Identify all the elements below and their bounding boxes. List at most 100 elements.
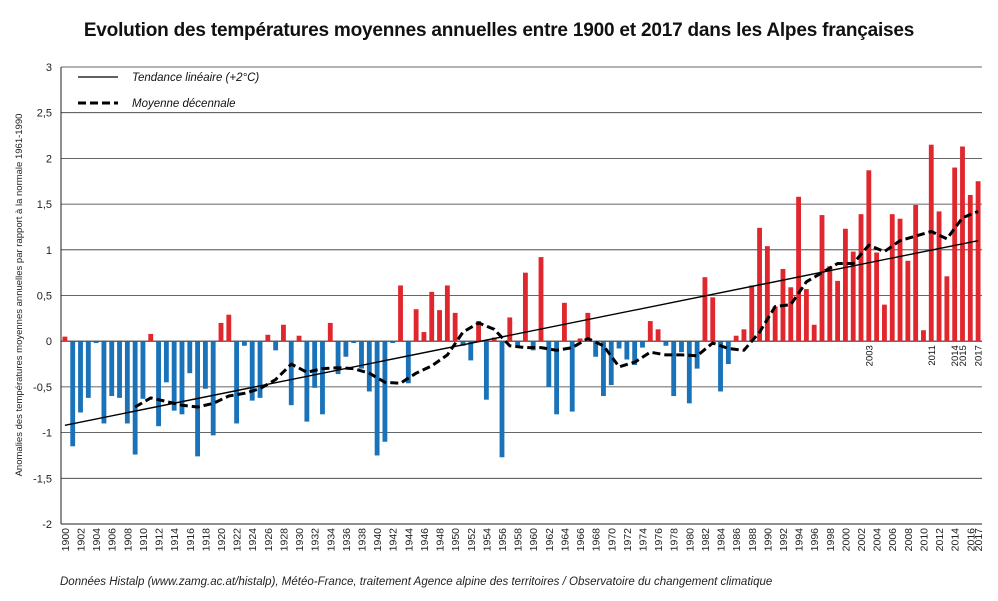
x-tick-label: 1928: [278, 528, 290, 552]
bar-2012: [936, 211, 942, 342]
bar-1970: [608, 341, 614, 386]
annotation-2014: 2014: [950, 345, 961, 366]
bar-1968: [593, 341, 599, 357]
bar-2002: [858, 214, 864, 342]
bar-1954: [483, 341, 489, 400]
y-tick-label: -1,5: [33, 473, 52, 485]
bar-2007: [897, 218, 903, 342]
bar-1953: [476, 321, 481, 342]
bar-1974: [640, 341, 645, 348]
bar-1998: [827, 266, 833, 342]
x-tick-label: 1910: [138, 528, 150, 552]
bar-1986: [733, 335, 739, 342]
bar-1982: [702, 277, 708, 342]
bar-2003: [866, 170, 872, 342]
x-tick-label: 1998: [825, 528, 837, 552]
bar-1932: [312, 341, 318, 388]
x-tick-label: 2014: [950, 528, 962, 552]
bar-1949: [444, 285, 450, 342]
x-tick-label: 1908: [122, 528, 134, 552]
bar-2013: [944, 276, 950, 342]
bar-2009: [913, 205, 919, 342]
x-tick-label: 1920: [216, 528, 228, 552]
bar-1951: [460, 341, 466, 346]
trend-line: [64, 239, 979, 426]
bar-1952: [468, 341, 474, 361]
bar-1957: [507, 317, 513, 342]
bar-1967: [585, 312, 591, 342]
bar-1959: [522, 272, 528, 342]
x-tick-label: 1972: [622, 528, 634, 552]
bar-1935: [335, 341, 341, 375]
y-tick-label: 3: [46, 62, 52, 74]
x-tick-label: 1924: [247, 528, 259, 552]
x-tick-label: 1970: [606, 528, 618, 552]
x-tick-label: 1946: [419, 528, 431, 552]
y-tick-label: -1: [42, 428, 52, 440]
bar-1999: [835, 280, 841, 342]
bar-1929: [288, 341, 294, 406]
y-tick-label: 0,5: [37, 291, 52, 303]
y-tick-labels: 3 2,5 2 1,5 1 0,5 0 -0,5 -1 -1,5 -2: [33, 62, 52, 531]
decadal-line: [134, 210, 979, 409]
bar-1927: [273, 341, 279, 351]
bar-1991: [772, 306, 778, 342]
x-tick-label: 1942: [388, 528, 400, 552]
bar-2011: [928, 144, 934, 342]
bar-1925: [257, 341, 263, 398]
x-tick-label: 1926: [263, 528, 275, 552]
x-tick-label: 1988: [747, 528, 759, 552]
bar-1940: [374, 341, 380, 456]
bar-1931: [304, 341, 310, 422]
bar-1947: [429, 291, 435, 342]
x-tick-label: 1922: [232, 528, 244, 552]
bar-1904: [93, 341, 99, 344]
annotation-2015: 2015: [958, 345, 969, 366]
axes: [60, 67, 982, 525]
x-tick-label: 1958: [513, 528, 525, 552]
bar-1955: [491, 337, 497, 342]
chart-title: Evolution des températures moyennes annu…: [83, 20, 915, 41]
bar-1964: [562, 302, 567, 342]
x-tick-label: 1960: [528, 528, 540, 552]
bar-1937: [351, 341, 357, 344]
bar-1980: [686, 341, 692, 404]
bar-1963: [554, 341, 560, 415]
bar-1933: [320, 341, 325, 415]
x-tick-label: 1982: [700, 528, 712, 552]
bar-1922: [234, 341, 240, 424]
bar-2005: [882, 304, 887, 342]
bar-1987: [741, 329, 747, 342]
x-tick-label: 1990: [762, 528, 774, 552]
y-tick-label: 0: [46, 336, 52, 348]
x-tick-label: 1940: [372, 528, 384, 552]
bar-1921: [226, 314, 232, 342]
bar-1936: [343, 341, 349, 357]
bar-1928: [281, 324, 286, 342]
bars: [62, 144, 981, 458]
x-tick-label: 1976: [653, 528, 665, 552]
bar-1902: [78, 341, 83, 413]
bar-1979: [679, 341, 684, 353]
x-tick-label: 1984: [716, 528, 728, 552]
bar-1907: [117, 341, 122, 398]
bar-1996: [811, 324, 817, 342]
x-tick-label: 1978: [669, 528, 681, 552]
trend-layer: [64, 239, 979, 426]
x-tick-label: 1974: [638, 528, 650, 552]
x-tick-label: 2000: [840, 528, 852, 552]
bar-1995: [803, 289, 809, 342]
x-tick-label: 1934: [325, 528, 337, 552]
bar-1924: [249, 341, 255, 401]
x-tick-label: 1954: [481, 528, 493, 552]
bar-1913: [163, 341, 169, 383]
x-tick-label: 1936: [341, 528, 353, 552]
x-tick-label: 2012: [934, 528, 946, 552]
bar-2010: [921, 330, 926, 342]
bar-1910: [140, 341, 146, 399]
bar-1908: [124, 341, 130, 424]
bar-1903: [85, 341, 91, 398]
bar-1985: [725, 341, 731, 365]
bar-1981: [694, 341, 700, 369]
